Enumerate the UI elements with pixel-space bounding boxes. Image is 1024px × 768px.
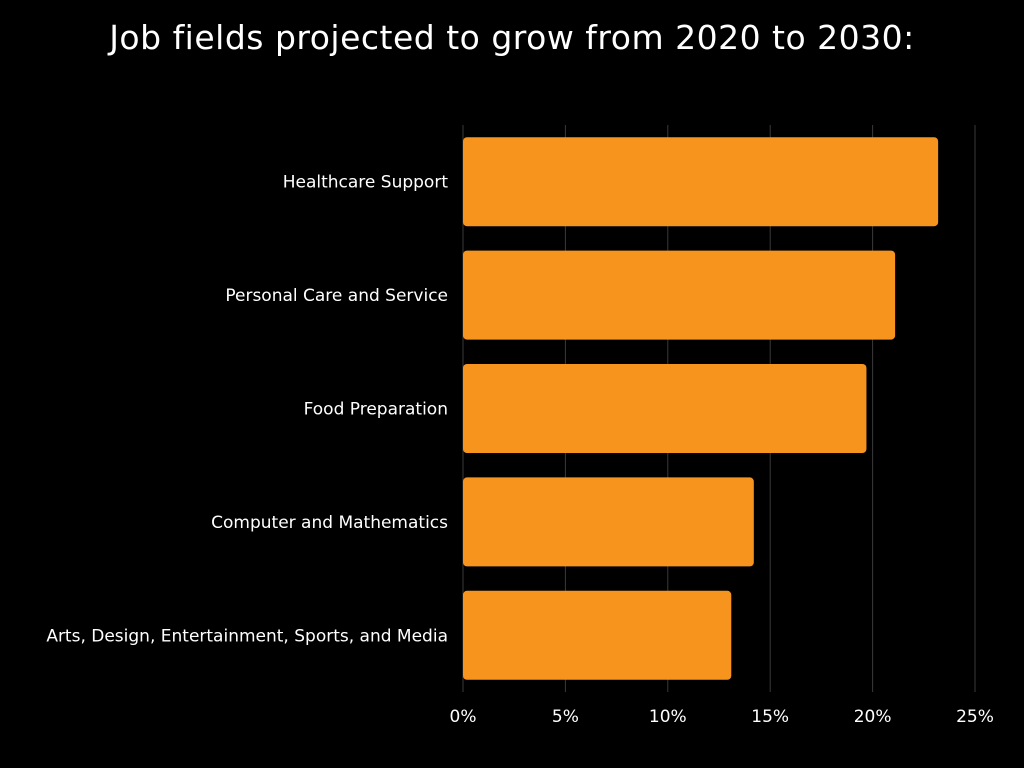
bar — [463, 250, 896, 340]
category-labels: Healthcare Support Personal Care and Serv… — [46, 173, 448, 647]
category-label: Personal Care and Service — [225, 286, 448, 306]
bar — [463, 590, 732, 680]
x-tick-label: 20% — [854, 707, 892, 727]
category-label: Food Preparation — [304, 400, 448, 420]
x-tick-labels: 0% 5% 10% 15% 20% 25% — [450, 707, 994, 727]
x-tick-label: 5% — [552, 707, 579, 727]
x-tick-label: 10% — [649, 707, 687, 727]
bar — [463, 137, 939, 227]
bars — [463, 137, 939, 680]
category-label: Healthcare Support — [283, 173, 449, 193]
x-tick-label: 0% — [450, 707, 477, 727]
category-label: Computer and Mathematics — [211, 513, 448, 533]
x-tick-label: 15% — [751, 707, 789, 727]
chart-title: Job fields projected to grow from 2020 t… — [109, 18, 915, 57]
x-tick-label: 25% — [956, 707, 994, 727]
bar — [463, 477, 754, 567]
category-label: Arts, Design, Entertainment, Sports, and… — [46, 626, 448, 646]
bar — [463, 364, 867, 453]
